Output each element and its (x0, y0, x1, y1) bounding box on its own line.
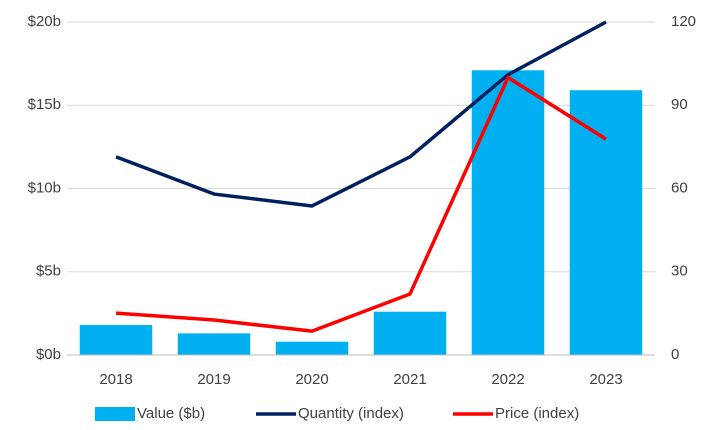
x-tick-label: 2020 (295, 371, 328, 388)
legend-label: Value ($b) (137, 405, 205, 422)
y2-tick-label: 120 (671, 13, 696, 30)
x-tick-label: 2019 (197, 371, 230, 388)
y-tick-label: $20b (28, 13, 61, 30)
y2-tick-label: 90 (671, 96, 688, 113)
line (115, 20, 607, 208)
y2-tick-label: 0 (671, 346, 679, 363)
y-tick-label: $10b (28, 179, 61, 196)
legend-label: Price (index) (495, 405, 579, 422)
legend-label: Quantity (index) (298, 405, 404, 422)
x-tick-label: 2021 (393, 371, 426, 388)
y-tick-label: $15b (28, 96, 61, 113)
y-tick-label: $0b (36, 346, 61, 363)
bar (275, 341, 349, 355)
x-tick-label: 2022 (491, 371, 524, 388)
bar (373, 311, 447, 355)
bar (79, 325, 153, 355)
legend-swatch (95, 407, 135, 421)
bar (471, 70, 545, 355)
y-tick-label: $5b (36, 263, 61, 280)
line (115, 75, 607, 333)
x-tick-label: 2023 (589, 371, 622, 388)
y2-tick-label: 30 (671, 263, 688, 280)
bar (569, 90, 643, 355)
x-tick-label: 2018 (99, 371, 132, 388)
y2-tick-label: 60 (671, 179, 688, 196)
bar (177, 333, 251, 355)
